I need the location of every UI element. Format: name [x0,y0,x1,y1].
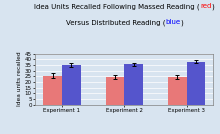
Text: Versus Distributed Reading (: Versus Distributed Reading ( [66,19,165,26]
Bar [106,77,124,105]
Bar [168,77,187,105]
Text: blue: blue [165,19,180,25]
Bar [62,65,81,105]
Bar [43,76,62,105]
Text: ): ) [211,3,214,10]
Text: Idea Units Recalled Following Massed Reading (: Idea Units Recalled Following Massed Rea… [34,3,200,10]
Y-axis label: Idea units recalled: Idea units recalled [17,52,22,106]
Bar [187,62,205,105]
Bar [124,64,143,105]
Text: red: red [200,3,211,9]
Text: ): ) [180,19,183,26]
